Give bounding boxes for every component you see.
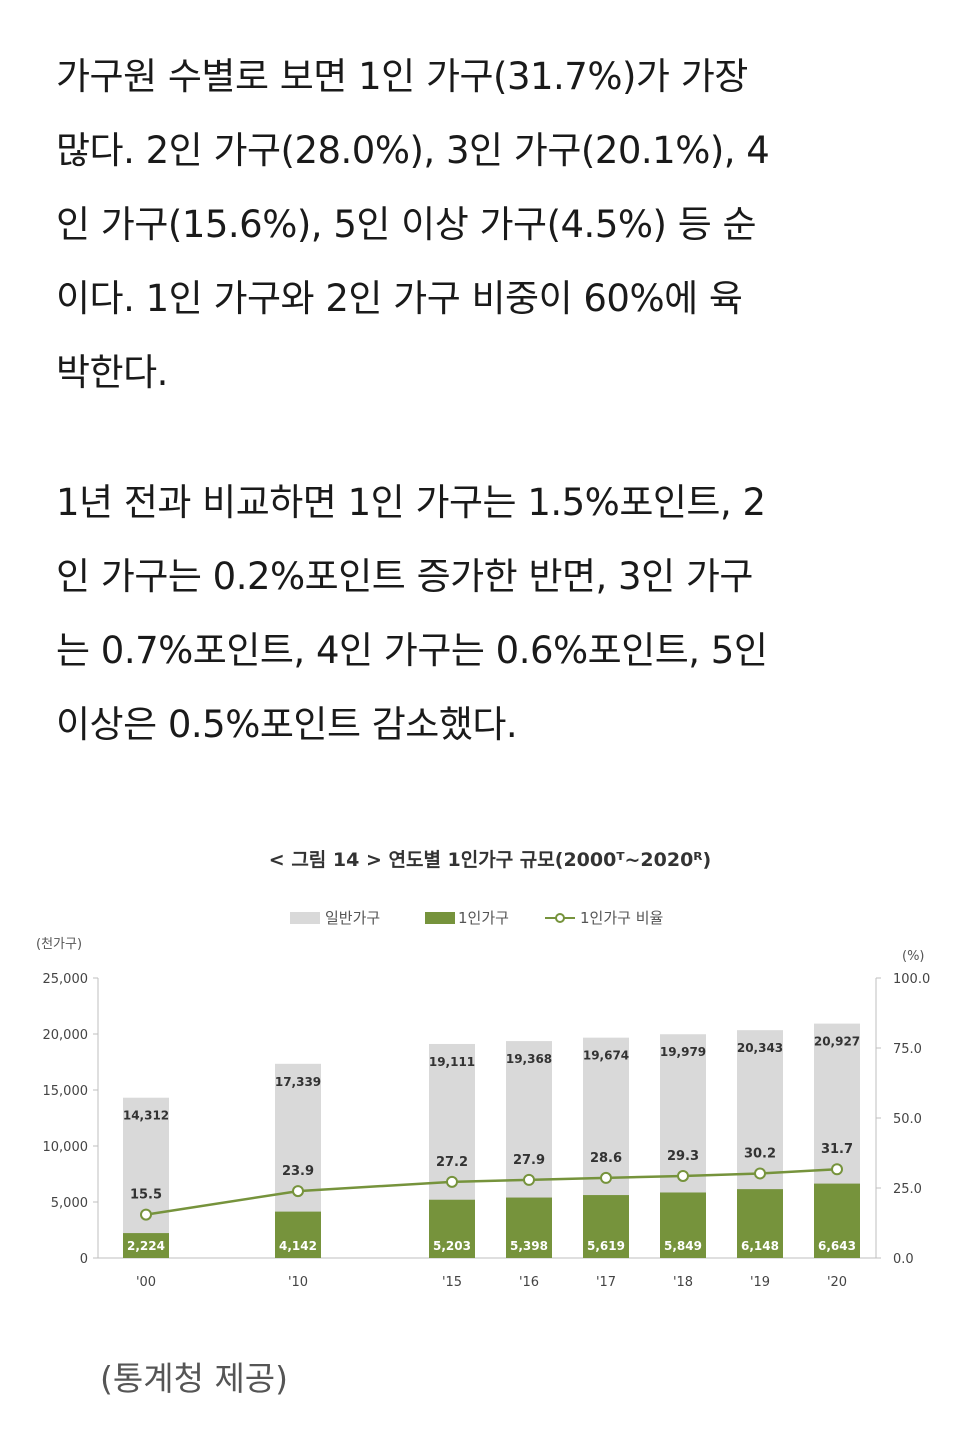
bar-single xyxy=(660,1192,706,1258)
data-label-ratio: 27.9 xyxy=(513,1153,545,1168)
data-label-general: 14,312 xyxy=(123,1109,169,1123)
point-ratio xyxy=(523,1173,535,1186)
x-tick-label: '17 xyxy=(596,1275,616,1290)
data-label-single: 2,224 xyxy=(127,1239,165,1253)
x-tick-label: '19 xyxy=(750,1275,770,1290)
data-label-ratio: 31.7 xyxy=(821,1142,853,1157)
y-tick-label-right: 25.0 xyxy=(893,1182,922,1197)
y-tick-label-right: 0.0 xyxy=(893,1252,914,1267)
data-label-single: 6,148 xyxy=(741,1239,779,1253)
point-ratio xyxy=(446,1175,458,1188)
y-tick-label-left: 15,000 xyxy=(43,1084,89,1099)
x-tick-label: '15 xyxy=(442,1275,462,1290)
point-ratio xyxy=(754,1167,766,1180)
data-label-general: 17,339 xyxy=(275,1075,321,1089)
data-label-general: 19,111 xyxy=(429,1055,475,1069)
data-label-ratio: 23.9 xyxy=(282,1164,314,1179)
bar-single xyxy=(275,1211,321,1258)
data-label-ratio: 27.2 xyxy=(436,1155,468,1170)
data-label-single: 5,398 xyxy=(510,1239,548,1253)
legend-swatch-general xyxy=(290,912,320,924)
article-paragraph-2: 1년 전과 비교하면 1인 가구는 1.5%포인트, 2 인 가구는 0.2%포… xyxy=(56,481,768,746)
chart-canvas: < 그림 14 > 연도별 1인가구 규모(2000ᵀ~2020ᴿ) 일반가구 1인… xyxy=(36,849,930,1290)
y-tick-label-left: 0 xyxy=(80,1252,88,1267)
bar-single xyxy=(429,1199,475,1258)
y-tick-label-left: 25,000 xyxy=(43,972,89,987)
data-label-single: 4,142 xyxy=(279,1239,317,1253)
data-label-ratio: 30.2 xyxy=(744,1146,776,1161)
legend-swatch-single xyxy=(425,912,455,924)
y-tick-label-left: 10,000 xyxy=(43,1140,89,1155)
legend-marker-ratio xyxy=(555,913,565,923)
household-chart: < 그림 14 > 연도별 1인가구 규모(2000ᵀ~2020ᴿ) 일반가구 1인… xyxy=(0,830,980,1310)
x-tick-label: '00 xyxy=(136,1275,156,1290)
data-label-ratio: 15.5 xyxy=(130,1188,162,1203)
bar-single xyxy=(123,1233,169,1258)
article-paragraph-1: 가구원 수별로 보면 1인 가구(31.7%)가 가장 많다. 2인 가구(28… xyxy=(56,55,770,394)
point-ratio xyxy=(677,1169,689,1182)
data-label-general: 19,979 xyxy=(660,1045,706,1059)
data-label-single: 6,643 xyxy=(818,1239,856,1253)
bar-single xyxy=(737,1189,783,1258)
point-ratio xyxy=(292,1185,304,1198)
chart-title: < 그림 14 > 연도별 1인가구 규모(2000ᵀ~2020ᴿ) xyxy=(269,849,711,871)
legend-label-general: 일반가구 xyxy=(325,909,380,927)
x-tick-label: '10 xyxy=(288,1275,308,1290)
bar-general xyxy=(123,1097,169,1258)
data-label-general: 19,674 xyxy=(583,1049,629,1063)
y-axis-left-title: (천가구) xyxy=(36,937,82,952)
y-axis-right-title: (%) xyxy=(902,949,925,964)
point-ratio xyxy=(831,1163,843,1176)
point-ratio xyxy=(140,1208,152,1221)
data-label-ratio: 29.3 xyxy=(667,1149,699,1164)
data-label-general: 19,368 xyxy=(506,1052,552,1066)
data-label-single: 5,849 xyxy=(664,1239,702,1253)
y-tick-label-left: 20,000 xyxy=(43,1028,89,1043)
x-tick-label: '18 xyxy=(673,1275,693,1290)
bar-single xyxy=(583,1195,629,1258)
point-ratio xyxy=(600,1171,612,1184)
data-label-general: 20,927 xyxy=(814,1035,860,1049)
x-tick-label: '16 xyxy=(519,1275,539,1290)
data-label-single: 5,619 xyxy=(587,1239,625,1253)
y-tick-label-right: 75.0 xyxy=(893,1042,922,1057)
image-caption: (통계청 제공) xyxy=(100,1359,289,1398)
y-tick-label-left: 5,000 xyxy=(51,1196,88,1211)
legend-label-ratio: 1인가구 비율 xyxy=(580,909,663,927)
data-label-ratio: 28.6 xyxy=(590,1151,622,1166)
legend-label-single: 1인가구 xyxy=(458,909,509,927)
y-tick-label-right: 100.0 xyxy=(893,972,930,987)
data-label-single: 5,203 xyxy=(433,1239,471,1253)
bar-single xyxy=(814,1183,860,1258)
x-tick-label: '20 xyxy=(827,1275,847,1290)
series-line-ratio xyxy=(145,1167,838,1216)
bar-single xyxy=(506,1197,552,1258)
y-tick-label-right: 50.0 xyxy=(893,1112,922,1127)
data-label-general: 20,343 xyxy=(737,1041,783,1055)
